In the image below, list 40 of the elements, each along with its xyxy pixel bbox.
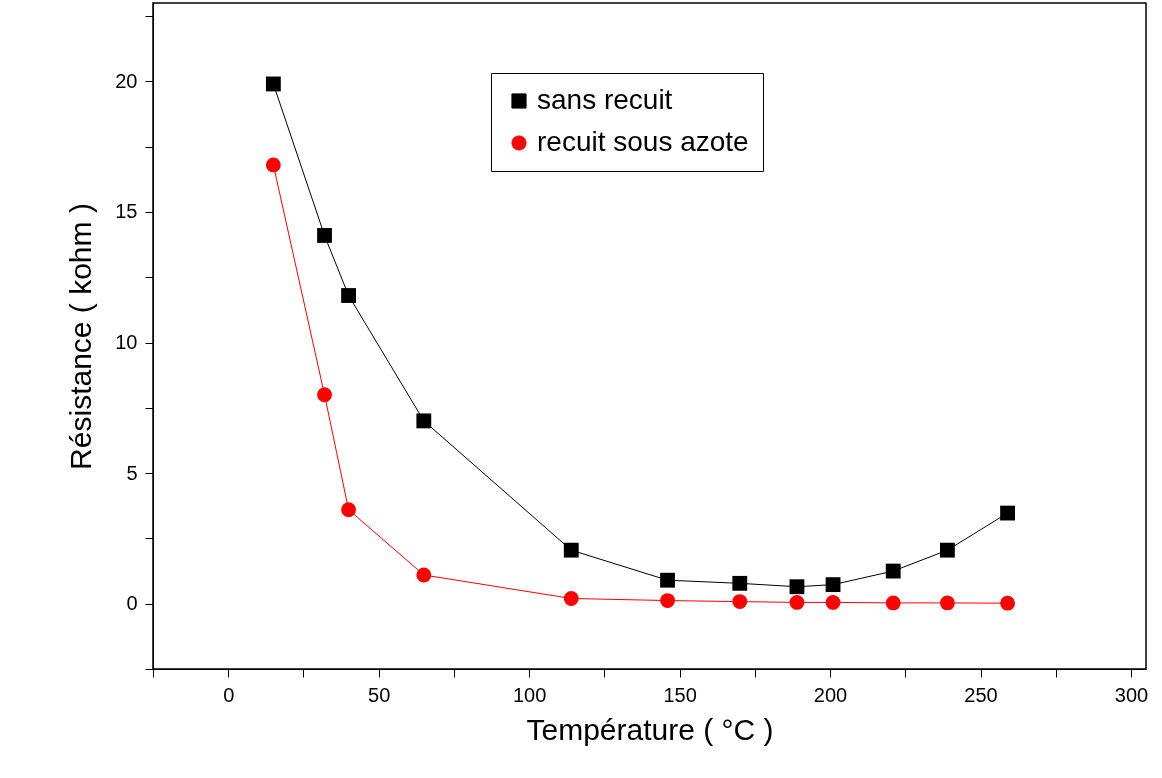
point — [939, 542, 955, 558]
y-tick-label: 0 — [126, 592, 138, 615]
x-tick-label: 300 — [1114, 683, 1149, 706]
y-tick-label: 5 — [126, 461, 138, 484]
point — [265, 76, 281, 92]
point — [789, 579, 805, 595]
point — [885, 595, 901, 611]
x-tick-label: 200 — [813, 683, 848, 706]
point — [660, 593, 675, 608]
point — [317, 228, 332, 243]
x-tick-label: 150 — [663, 683, 697, 706]
point — [341, 288, 357, 303]
point — [1000, 505, 1015, 521]
y-tick-label: 10 — [115, 331, 138, 354]
legend-label: sans recuit — [537, 84, 673, 115]
point — [563, 542, 579, 558]
point — [317, 387, 332, 403]
point — [660, 572, 675, 588]
point — [732, 575, 748, 591]
point — [825, 595, 841, 610]
point — [265, 157, 281, 173]
point — [416, 413, 432, 429]
point — [825, 577, 841, 593]
point — [885, 563, 901, 579]
x-tick-label: 50 — [368, 683, 391, 706]
point — [416, 567, 432, 583]
y-tick-label: 20 — [115, 69, 138, 92]
point — [789, 595, 805, 610]
point — [1000, 595, 1015, 611]
x-tick-label: 0 — [223, 683, 235, 706]
x-axis-title: Température ( °C ) — [526, 712, 774, 746]
point — [732, 594, 748, 610]
point — [563, 591, 579, 606]
legend-label: recuit sous azote — [537, 126, 749, 157]
y-tick-label: 15 — [115, 200, 138, 223]
point — [939, 595, 955, 611]
x-tick-label: 100 — [512, 683, 547, 706]
y-axis-title: Résistance ( kohm ) — [64, 203, 98, 470]
point — [341, 502, 357, 518]
x-tick-label: 250 — [964, 683, 998, 706]
